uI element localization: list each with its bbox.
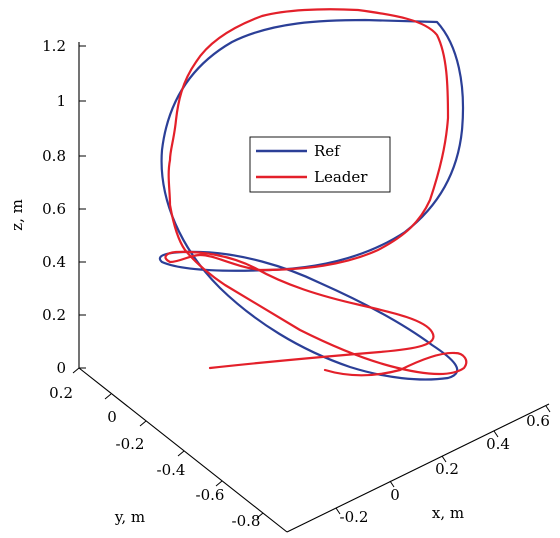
x-tick-label: 0.2 <box>435 460 459 478</box>
y-tick-mark <box>177 450 185 457</box>
y-tick-mark <box>104 393 112 400</box>
x-ticks: -0.2 0 0.2 0.4 0.6 x, m <box>335 405 551 526</box>
x-tick-mark <box>441 455 447 463</box>
x-axis-label: x, m <box>432 504 464 522</box>
y-tick-label: -0.4 <box>157 461 186 479</box>
axes <box>78 42 550 533</box>
legend: Ref Leader <box>249 136 391 193</box>
x-tick-label: -0.2 <box>340 508 369 526</box>
y-tick-mark <box>72 367 80 374</box>
leader-trajectory-line <box>164 8 468 377</box>
ref-trajectory-line <box>158 18 465 381</box>
y-axis-label: y, m <box>114 508 145 526</box>
x-tick-label: 0 <box>390 486 400 504</box>
y-tick-label: -0.8 <box>232 512 261 530</box>
x-axis-line <box>286 403 550 533</box>
z-ticks: 0 0.2 0.4 0.6 0.8 1 1.2 <box>42 37 86 377</box>
z-tick-label: 1 <box>56 92 66 110</box>
legend-box <box>249 136 391 193</box>
z-axis-label: z, m <box>8 199 26 231</box>
z-tick-label: 0.2 <box>42 306 66 324</box>
x-tick-label: 0.6 <box>526 412 550 430</box>
y-tick-mark <box>215 480 223 487</box>
z-tick-label: 0.8 <box>42 147 66 165</box>
legend-label-ref: Ref <box>314 142 341 160</box>
y-tick-label: -0.2 <box>116 435 145 453</box>
y-tick-label: 0.2 <box>49 384 73 402</box>
legend-label-leader: Leader <box>314 168 368 186</box>
y-axis-line <box>78 367 288 533</box>
x-tick-mark <box>389 480 395 488</box>
y-tick-mark <box>256 512 264 519</box>
x-tick-mark <box>335 507 341 515</box>
x-tick-mark <box>493 430 499 438</box>
z-tick-label: 0.6 <box>42 200 66 218</box>
y-tick-mark <box>139 420 147 427</box>
x-tick-mark <box>545 405 551 413</box>
y-tick-label: -0.6 <box>196 486 225 504</box>
z-tick-label: 1.2 <box>42 37 66 55</box>
y-ticks: 0.2 0 -0.2 -0.4 -0.6 -0.8 y, m <box>49 367 264 530</box>
z-tick-label: 0.4 <box>42 253 66 271</box>
z-tick-label: 0 <box>56 359 66 377</box>
series-leader <box>164 8 468 377</box>
series-ref <box>158 18 465 381</box>
x-tick-label: 0.4 <box>486 435 510 453</box>
y-tick-label: 0 <box>107 408 117 426</box>
